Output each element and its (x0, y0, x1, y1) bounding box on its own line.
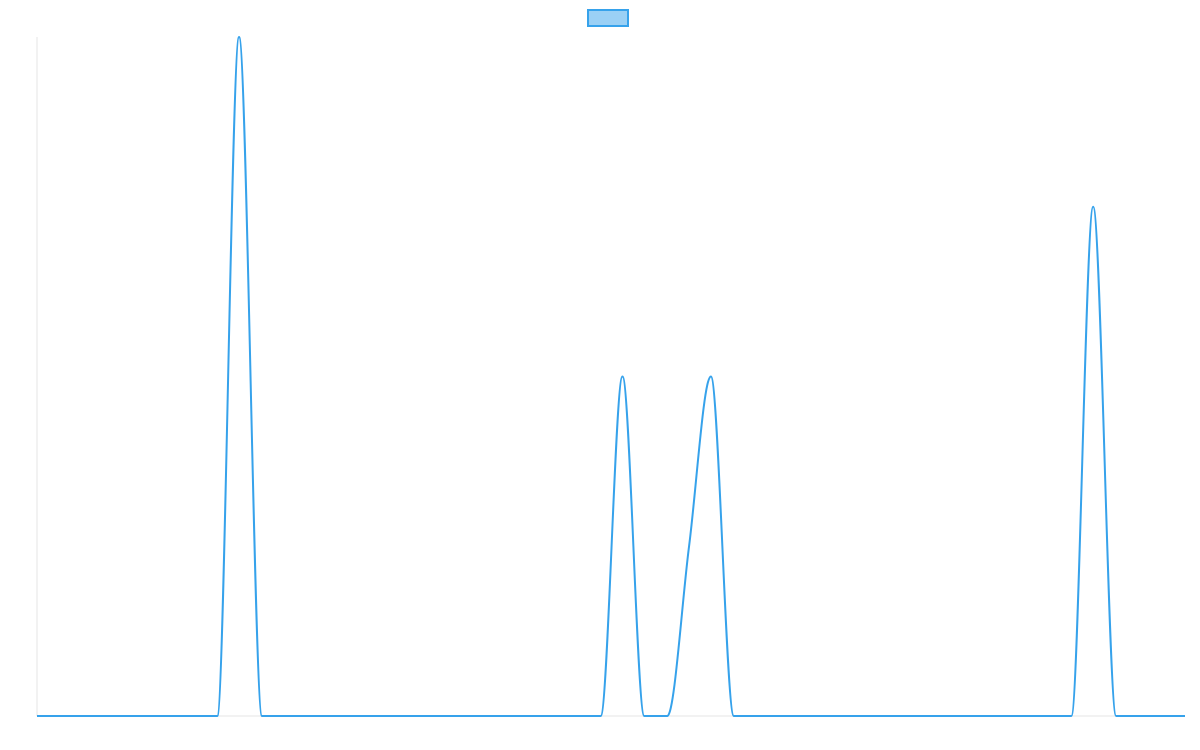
series-layer (37, 36, 1185, 718)
axes (36, 37, 1185, 717)
series-line-0 (37, 36, 1185, 718)
legend[interactable] (587, 9, 629, 27)
legend-swatch-0[interactable] (587, 9, 629, 27)
